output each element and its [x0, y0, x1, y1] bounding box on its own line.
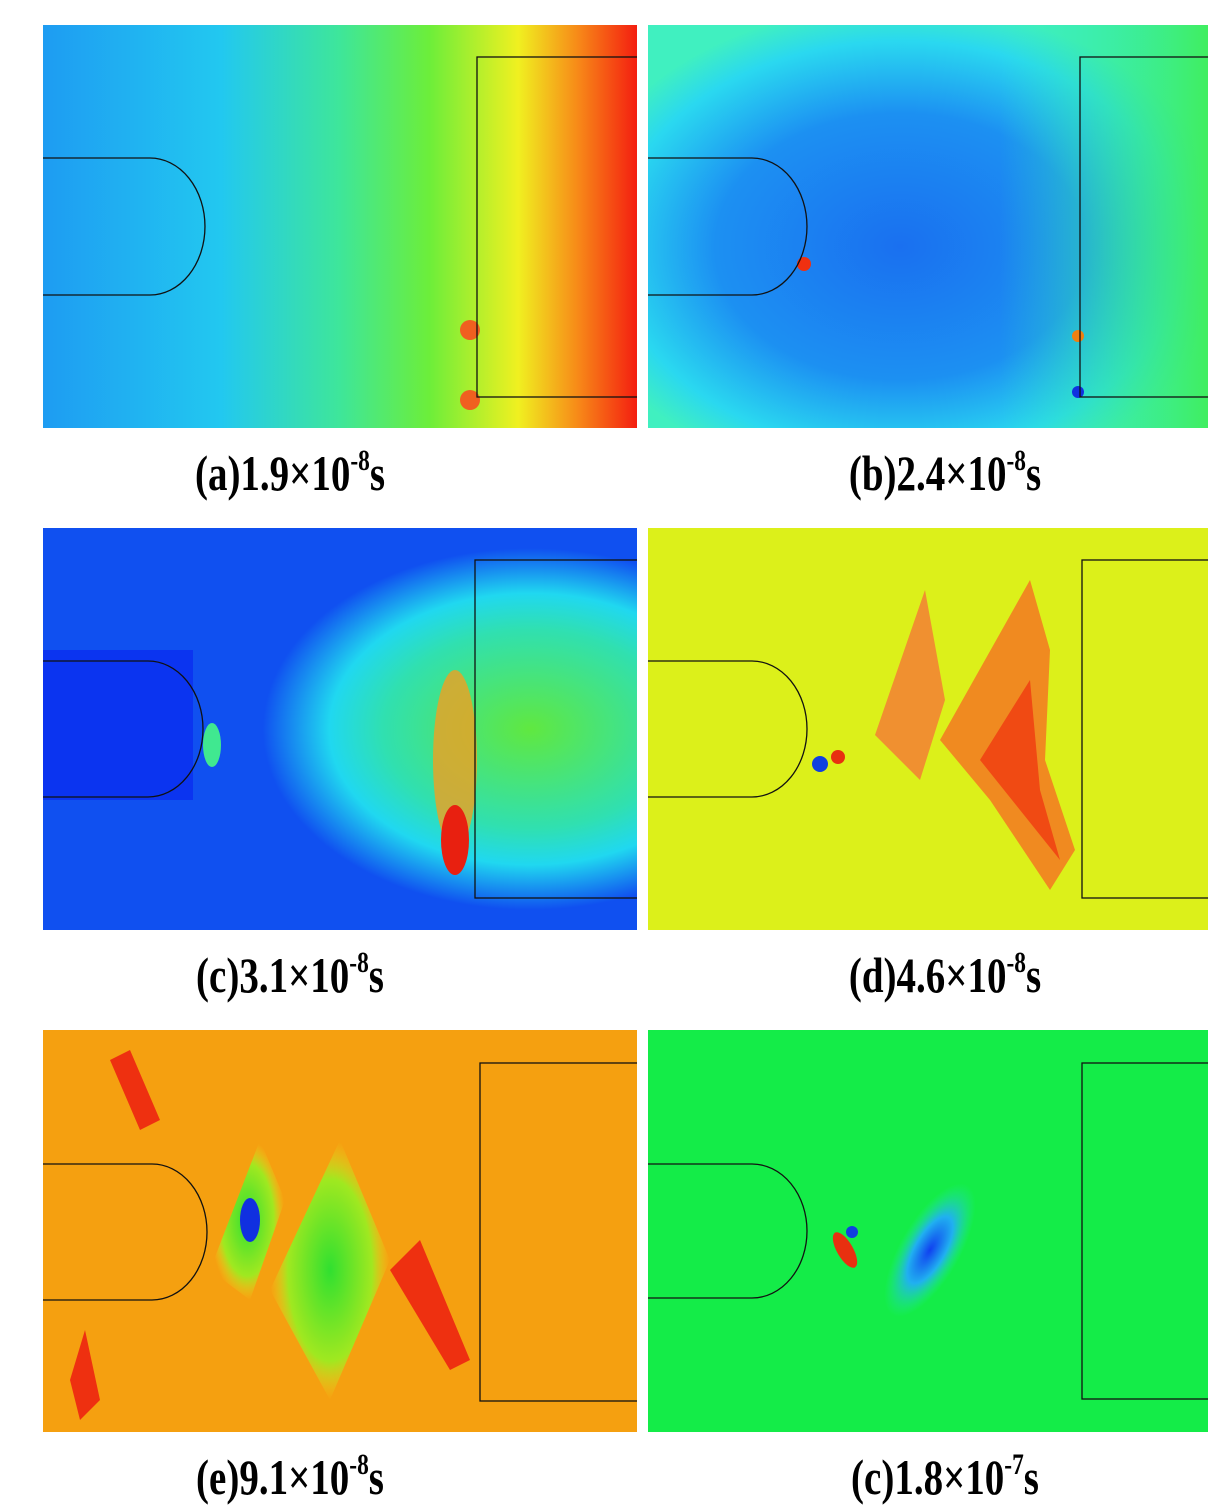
caption-exponent: -8 — [349, 1447, 368, 1480]
caption-suffix: s — [369, 1449, 384, 1505]
caption-suffix: s — [369, 947, 384, 1003]
caption-suffix: s — [1026, 947, 1041, 1003]
panel-a — [43, 25, 647, 428]
caption: (c)3.1×10-8s — [196, 945, 384, 1003]
panel-b — [648, 25, 1208, 428]
caption-prefix: (b)2.4×10 — [849, 445, 1007, 501]
spot — [240, 1198, 260, 1242]
spot — [846, 1226, 858, 1238]
caption: (e)9.1×10-8s — [196, 1447, 384, 1505]
panel-d — [648, 528, 1208, 930]
panel-c — [43, 528, 647, 930]
panel-e — [43, 1030, 650, 1432]
caption-prefix: (e)9.1×10 — [196, 1449, 349, 1505]
spot — [797, 257, 811, 271]
caption-prefix: (c)3.1×10 — [196, 947, 349, 1003]
field — [1000, 25, 1208, 428]
caption-suffix: s — [1026, 445, 1041, 501]
spot — [1072, 330, 1084, 342]
spot — [203, 723, 221, 767]
spot — [812, 756, 828, 772]
field — [43, 650, 193, 800]
caption: (b)2.4×10-8s — [849, 443, 1041, 501]
spot — [1072, 386, 1084, 398]
caption-exponent: -8 — [350, 443, 369, 476]
caption-exponent: -7 — [1004, 1447, 1023, 1480]
panel-f — [648, 1030, 1208, 1432]
caption: (a)1.9×10-8s — [195, 443, 385, 501]
caption-suffix: s — [1024, 1449, 1039, 1505]
caption: (d)4.6×10-8s — [849, 945, 1041, 1003]
caption-exponent: -8 — [1006, 443, 1025, 476]
caption-exponent: -8 — [1006, 945, 1025, 978]
caption-prefix: (d)4.6×10 — [849, 947, 1007, 1003]
streak — [441, 805, 469, 875]
caption-prefix: (a)1.9×10 — [195, 445, 350, 501]
spot — [831, 750, 845, 764]
figure: (a)1.9×10-8s(b)2.4×10-8s(c)3.1×10-8s(d)4… — [0, 0, 1208, 1512]
caption: (c)1.8×10-7s — [851, 1447, 1039, 1505]
field — [43, 25, 637, 428]
caption-exponent: -8 — [349, 945, 368, 978]
caption-prefix: (c)1.8×10 — [851, 1449, 1004, 1505]
caption-suffix: s — [370, 445, 385, 501]
